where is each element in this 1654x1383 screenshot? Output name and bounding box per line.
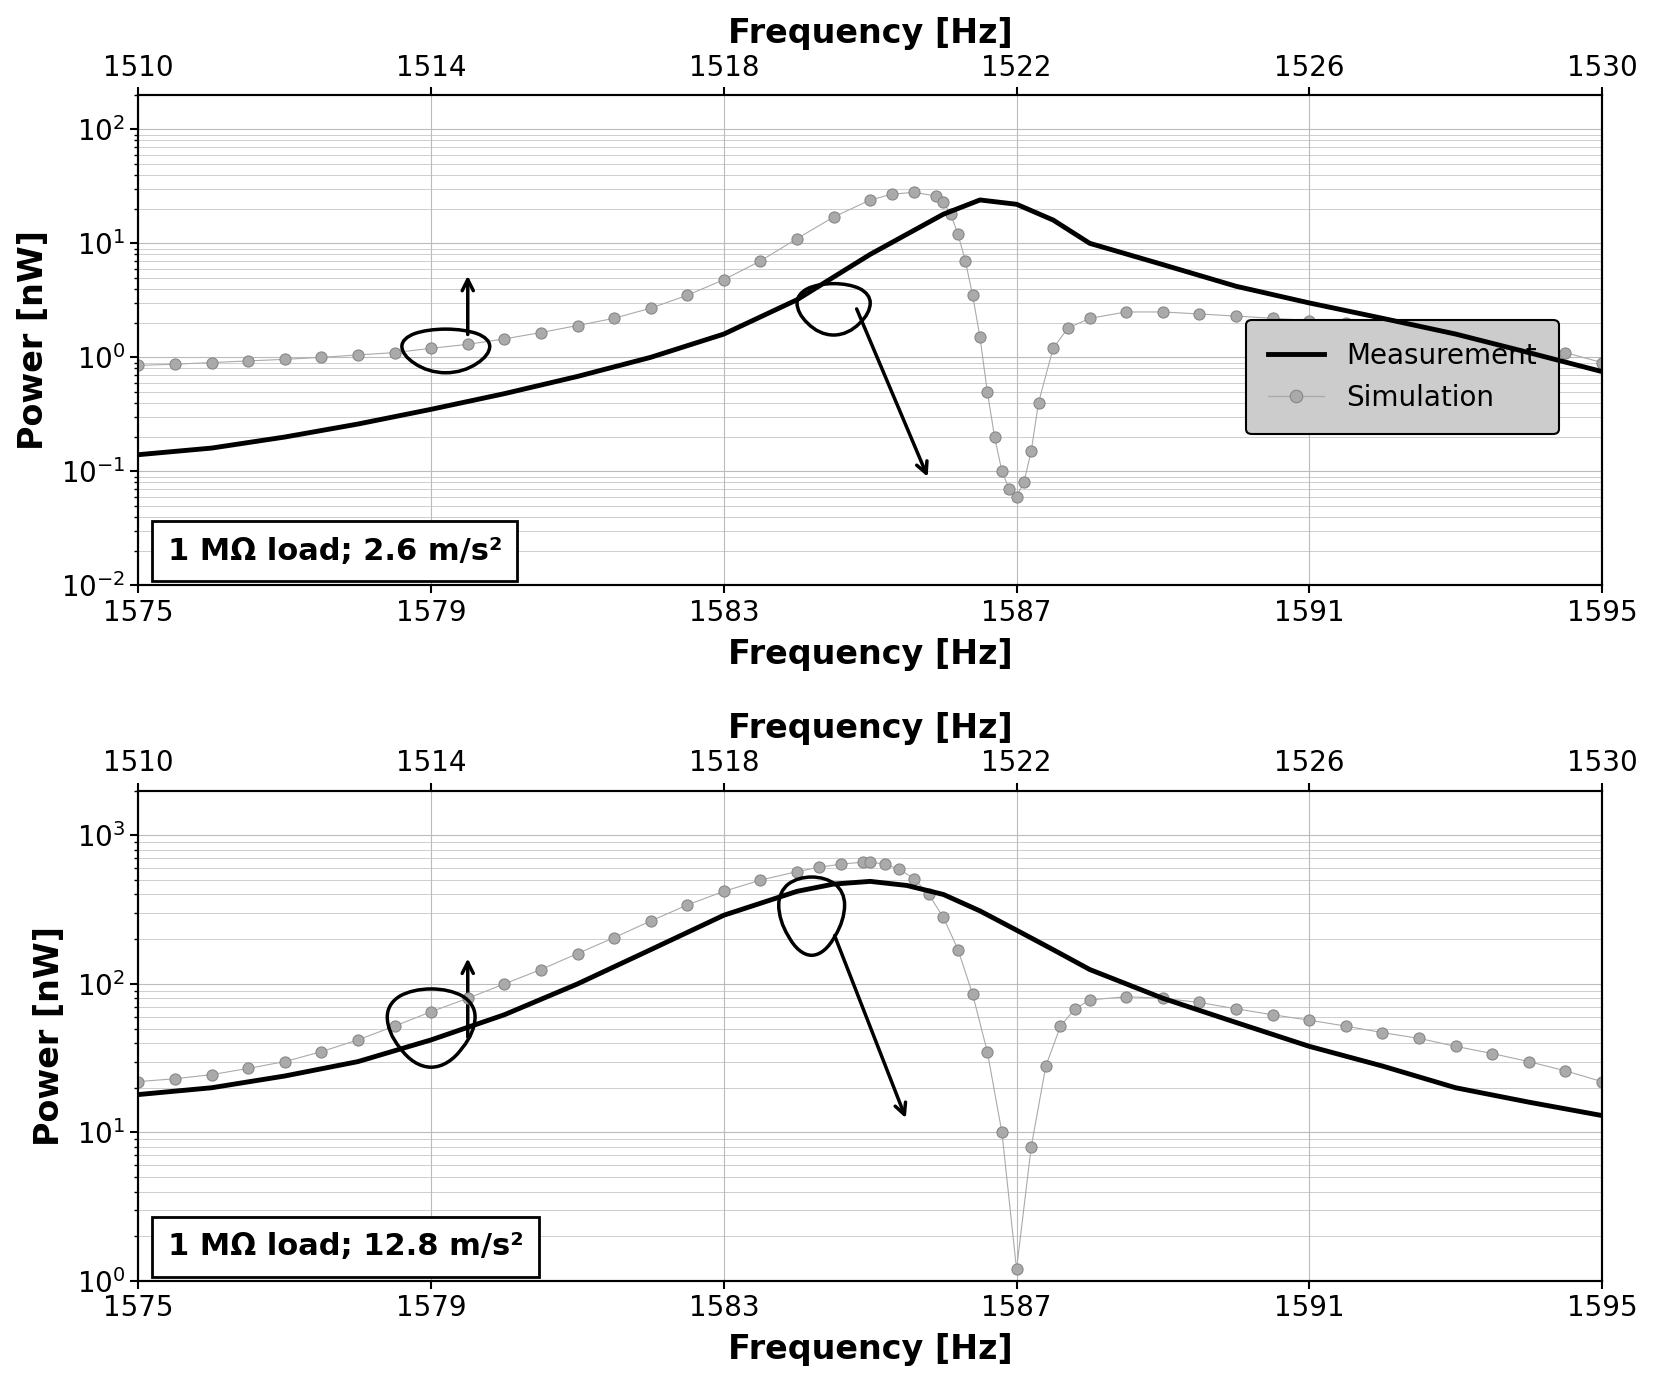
- Text: 1 MΩ load; 12.8 m/s²: 1 MΩ load; 12.8 m/s²: [167, 1232, 523, 1261]
- Legend: Measurement, Simulation: Measurement, Simulation: [1245, 319, 1558, 434]
- X-axis label: Frequency [Hz]: Frequency [Hz]: [728, 17, 1012, 50]
- Text: 1 MΩ load; 2.6 m/s²: 1 MΩ load; 2.6 m/s²: [167, 537, 503, 566]
- X-axis label: Frequency [Hz]: Frequency [Hz]: [728, 1333, 1012, 1366]
- Y-axis label: Power [nW]: Power [nW]: [33, 925, 66, 1147]
- X-axis label: Frequency [Hz]: Frequency [Hz]: [728, 712, 1012, 745]
- Y-axis label: Power [nW]: Power [nW]: [17, 230, 50, 451]
- X-axis label: Frequency [Hz]: Frequency [Hz]: [728, 638, 1012, 671]
